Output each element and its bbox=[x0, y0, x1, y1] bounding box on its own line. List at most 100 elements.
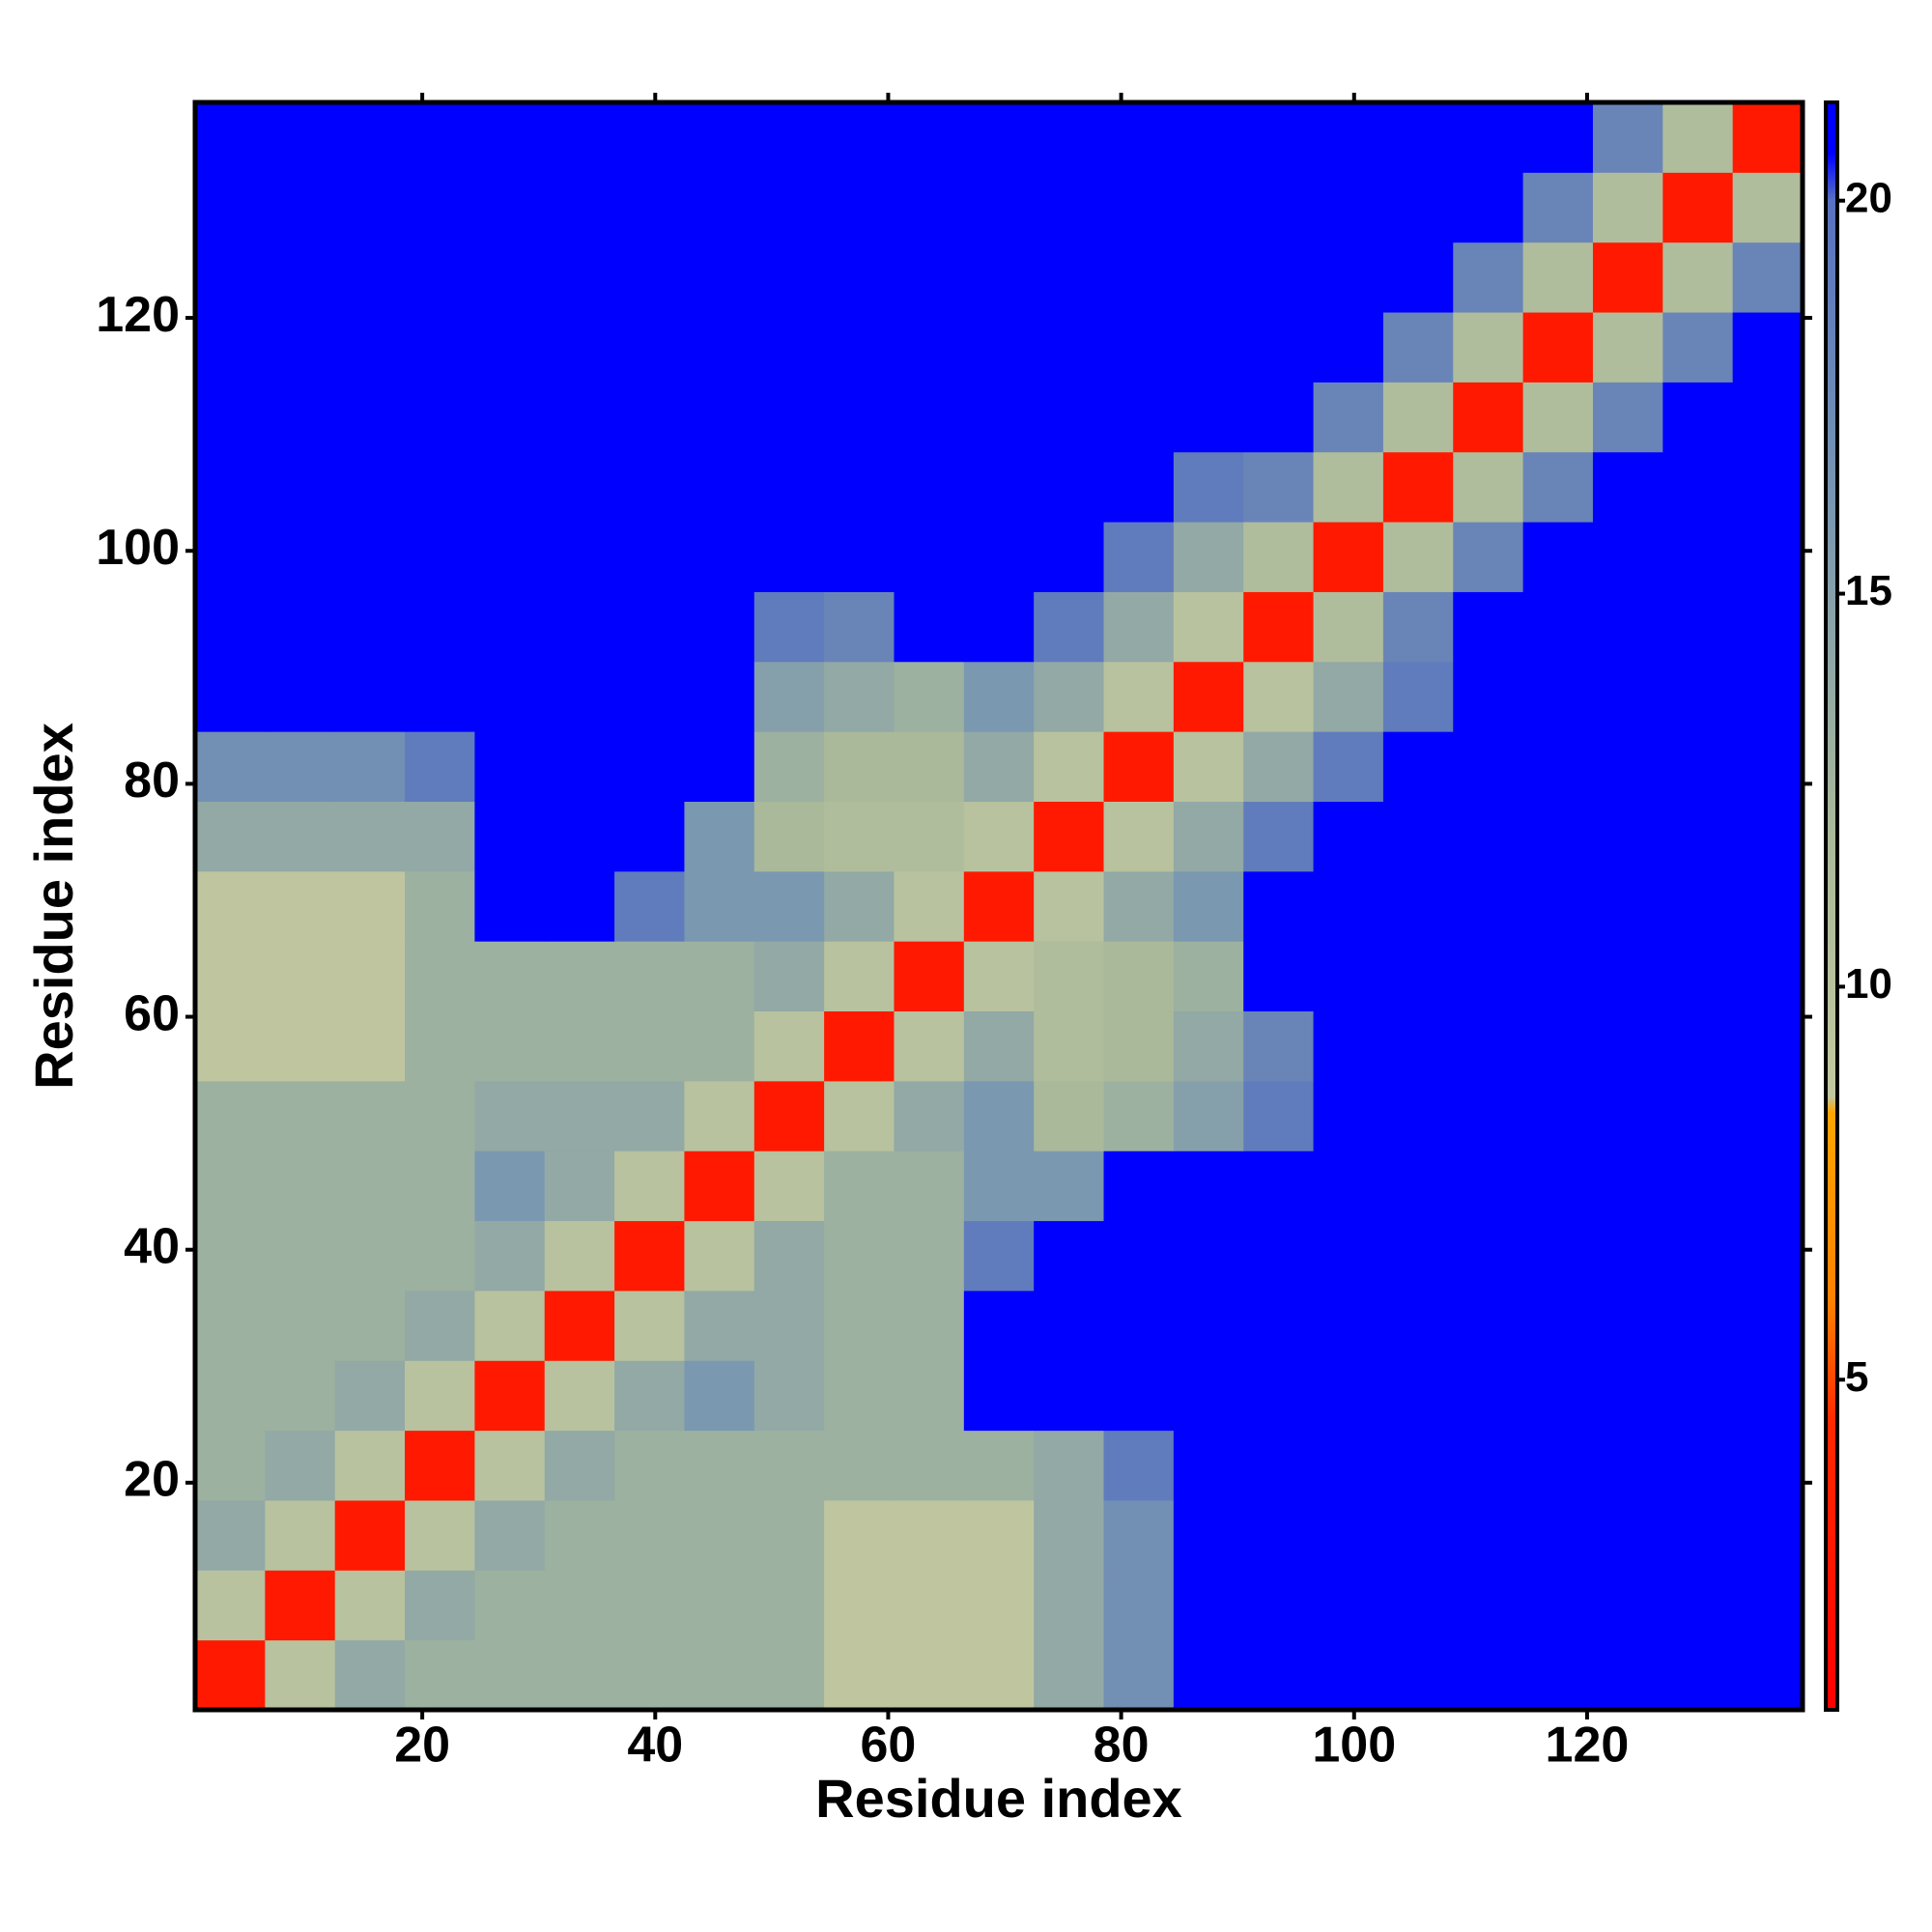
heatmap-cell bbox=[684, 731, 755, 802]
heatmap-cell bbox=[963, 1430, 1035, 1501]
heatmap-cell bbox=[1662, 1220, 1734, 1292]
heatmap-cell bbox=[753, 1290, 825, 1361]
heatmap-cell bbox=[1103, 1639, 1175, 1711]
heatmap-cell bbox=[1453, 1010, 1524, 1082]
heatmap-cell bbox=[1313, 1360, 1384, 1432]
heatmap-cell bbox=[684, 1499, 755, 1571]
heatmap-cell bbox=[894, 242, 965, 313]
heatmap-cell bbox=[265, 1010, 336, 1082]
heatmap-cell bbox=[1732, 661, 1804, 732]
heatmap-cell bbox=[684, 870, 755, 942]
heatmap-cell bbox=[1453, 1360, 1524, 1432]
heatmap-cell bbox=[1522, 591, 1594, 663]
heatmap-cell bbox=[405, 242, 475, 313]
heatmap-cell bbox=[1243, 242, 1315, 313]
heatmap-cell bbox=[1034, 1570, 1105, 1641]
heatmap-cell bbox=[614, 382, 685, 453]
heatmap-cell bbox=[1103, 451, 1175, 523]
heatmap-cell bbox=[1453, 1151, 1524, 1222]
heatmap-cell bbox=[1034, 1290, 1105, 1361]
heatmap-cell bbox=[1522, 312, 1594, 383]
heatmap-cell bbox=[334, 312, 406, 383]
heatmap-cell bbox=[894, 1570, 965, 1641]
heatmap-cell bbox=[265, 1290, 336, 1361]
heatmap-cell bbox=[1034, 522, 1105, 592]
heatmap-cell bbox=[824, 242, 895, 313]
heatmap-cell bbox=[1662, 1639, 1734, 1711]
heatmap-cell bbox=[1592, 1639, 1663, 1711]
heatmap-cell bbox=[1662, 801, 1734, 872]
heatmap-cell bbox=[544, 1570, 615, 1641]
heatmap-cell bbox=[1382, 242, 1454, 313]
heatmap-cell bbox=[1243, 102, 1315, 173]
heatmap-cell bbox=[1522, 172, 1594, 243]
heatmap-cell bbox=[1453, 1499, 1524, 1571]
heatmap-cell bbox=[1522, 522, 1594, 592]
heatmap-cell bbox=[1732, 1220, 1804, 1292]
heatmap-cell bbox=[753, 242, 825, 313]
heatmap-cell bbox=[963, 382, 1035, 453]
heatmap-cell bbox=[1313, 941, 1384, 1012]
heatmap-cell bbox=[334, 242, 406, 313]
heatmap-cell bbox=[1313, 1010, 1384, 1082]
heatmap-cell bbox=[1662, 1360, 1734, 1432]
heatmap-cell bbox=[1313, 591, 1384, 663]
heatmap-cell bbox=[1453, 661, 1524, 732]
heatmap-cell bbox=[195, 1010, 266, 1082]
heatmap-cell bbox=[265, 522, 336, 592]
heatmap-cell bbox=[265, 1570, 336, 1641]
heatmap-cell bbox=[1453, 172, 1524, 243]
heatmap-cell bbox=[1662, 312, 1734, 383]
heatmap-cell bbox=[1522, 1639, 1594, 1711]
heatmap-cell bbox=[1034, 801, 1105, 872]
heatmap-cell bbox=[1382, 1570, 1454, 1641]
heatmap-cell bbox=[1382, 1639, 1454, 1711]
heatmap-cell bbox=[1243, 591, 1315, 663]
heatmap-cell bbox=[1034, 731, 1105, 802]
heatmap-cell bbox=[1382, 731, 1454, 802]
heatmap-cell bbox=[405, 1220, 475, 1292]
heatmap-cell bbox=[753, 172, 825, 243]
heatmap-cell bbox=[753, 1010, 825, 1082]
heatmap-cell bbox=[824, 1570, 895, 1641]
heatmap-cell bbox=[963, 242, 1035, 313]
heatmap-cell bbox=[1453, 870, 1524, 942]
heatmap-cell bbox=[265, 941, 336, 1012]
heatmap-cell bbox=[1522, 1080, 1594, 1151]
heatmap-cell bbox=[1662, 591, 1734, 663]
heatmap-cell bbox=[544, 1360, 615, 1432]
heatmap-cell bbox=[894, 941, 965, 1012]
heatmap-cell bbox=[1732, 522, 1804, 592]
heatmap-cell bbox=[1522, 801, 1594, 872]
heatmap-cell bbox=[1732, 731, 1804, 802]
heatmap-cell bbox=[1453, 591, 1524, 663]
heatmap-cell bbox=[894, 591, 965, 663]
heatmap-cell bbox=[1382, 941, 1454, 1012]
heatmap-cell bbox=[1592, 522, 1663, 592]
heatmap-cell bbox=[1243, 1430, 1315, 1501]
heatmap-cell bbox=[334, 1499, 406, 1571]
heatmap-cell bbox=[265, 242, 336, 313]
heatmap-cell bbox=[1382, 870, 1454, 942]
heatmap-cell bbox=[405, 941, 475, 1012]
heatmap-cell bbox=[824, 172, 895, 243]
heatmap-cell bbox=[265, 801, 336, 872]
heatmap-cell bbox=[1592, 591, 1663, 663]
heatmap-cell bbox=[1592, 242, 1663, 313]
heatmap-cell bbox=[753, 1360, 825, 1432]
heatmap-cell bbox=[1592, 1010, 1663, 1082]
heatmap-cell bbox=[1103, 731, 1175, 802]
heatmap-cell bbox=[1243, 731, 1315, 802]
heatmap-cell bbox=[334, 1360, 406, 1432]
heatmap-cell bbox=[1382, 382, 1454, 453]
heatmap-cell bbox=[1732, 382, 1804, 453]
colorbar-tick-label: 10 bbox=[1845, 960, 1892, 1008]
heatmap-cell bbox=[824, 801, 895, 872]
heatmap-cell bbox=[894, 522, 965, 592]
heatmap-cell bbox=[824, 731, 895, 802]
heatmap-cell bbox=[265, 1639, 336, 1711]
heatmap-cell bbox=[1453, 102, 1524, 173]
heatmap-cell bbox=[544, 102, 615, 173]
heatmap-cell bbox=[265, 312, 336, 383]
heatmap-cell bbox=[334, 522, 406, 592]
